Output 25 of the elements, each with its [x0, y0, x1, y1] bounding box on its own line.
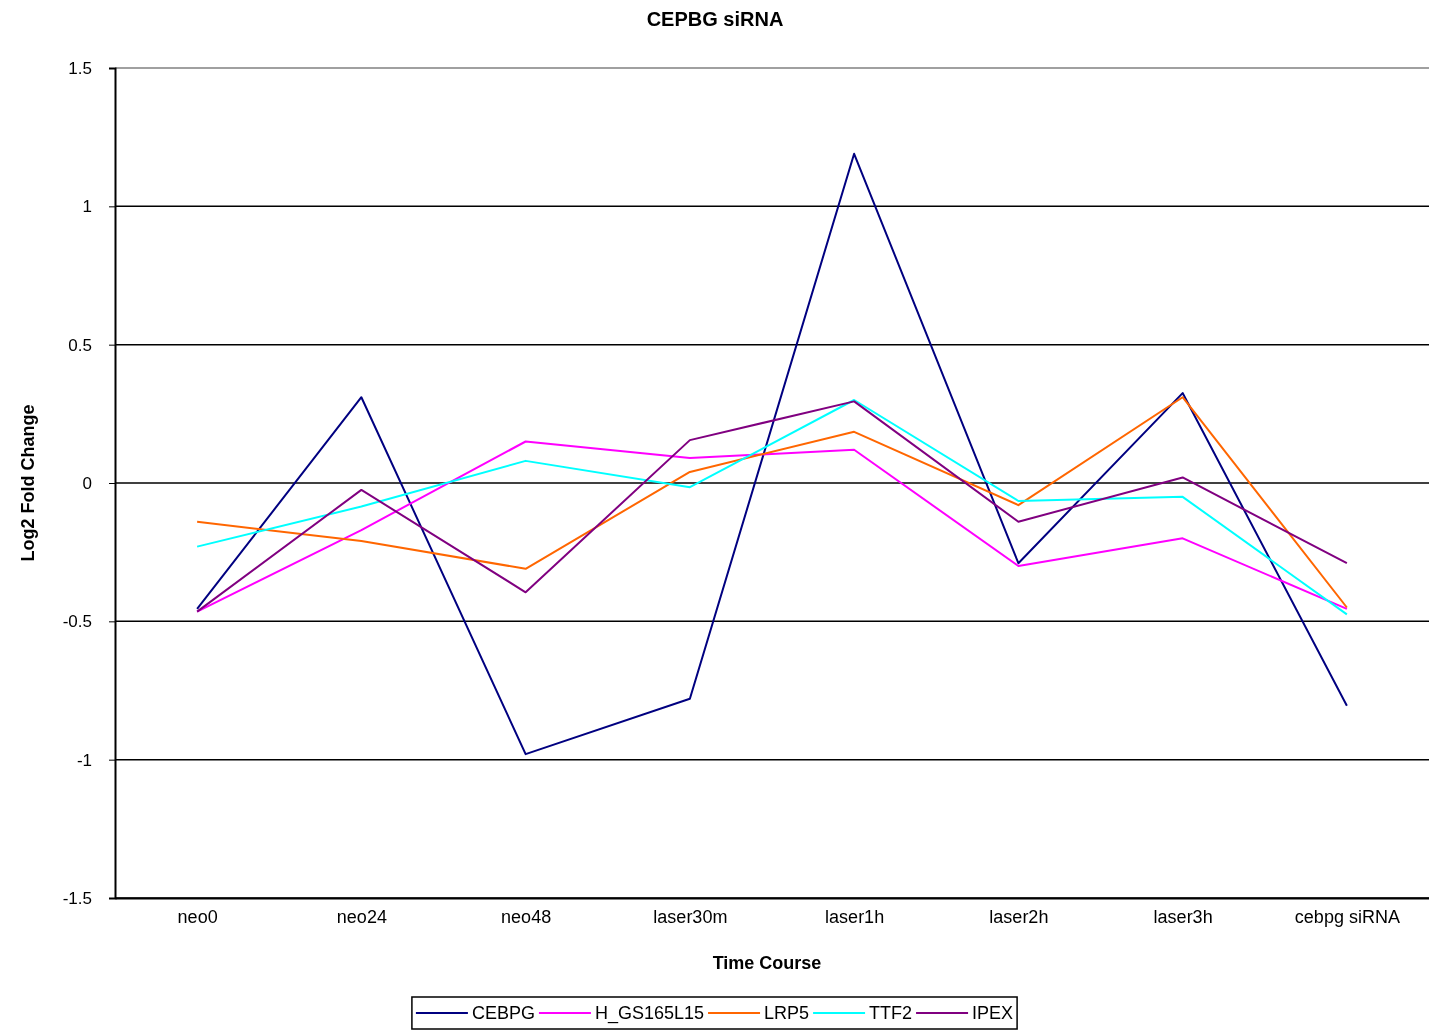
legend-label: IPEX [972, 1003, 1014, 1023]
y-tick-label: 1.5 [68, 58, 92, 78]
y-tick-label: 0 [82, 473, 92, 493]
line-series [196, 152, 1348, 756]
x-tick-label: laser3h [1153, 907, 1213, 927]
x-axis-title: Time Course [712, 953, 822, 973]
x-tick-label: laser1h [825, 907, 885, 927]
y-tick-label: -1 [76, 750, 92, 770]
x-tick-label: laser30m [653, 907, 728, 927]
y-tick-label: 1 [82, 197, 92, 217]
y-tick-label: -1.5 [62, 888, 92, 908]
x-tick-label: laser2h [989, 907, 1049, 927]
x-tick-label: neo24 [336, 907, 387, 927]
chart-title: CEPBG siRNA [646, 8, 784, 30]
x-tick-label: neo48 [501, 907, 552, 927]
y-tick-label: 0.5 [68, 335, 92, 355]
line-series [196, 440, 1348, 613]
legend-label: CEBPG [471, 1003, 535, 1023]
legend-label: LRP5 [764, 1003, 810, 1023]
x-tick-label: neo0 [177, 907, 218, 927]
legend-label: H_GS165L15 [594, 1003, 705, 1024]
y-axis-title: Log2 Fold Change [18, 404, 38, 562]
legend-label: TTF2 [869, 1003, 913, 1023]
y-tick-label: -0.5 [62, 612, 92, 632]
x-tick-label: cebpg siRNA [1294, 907, 1400, 927]
